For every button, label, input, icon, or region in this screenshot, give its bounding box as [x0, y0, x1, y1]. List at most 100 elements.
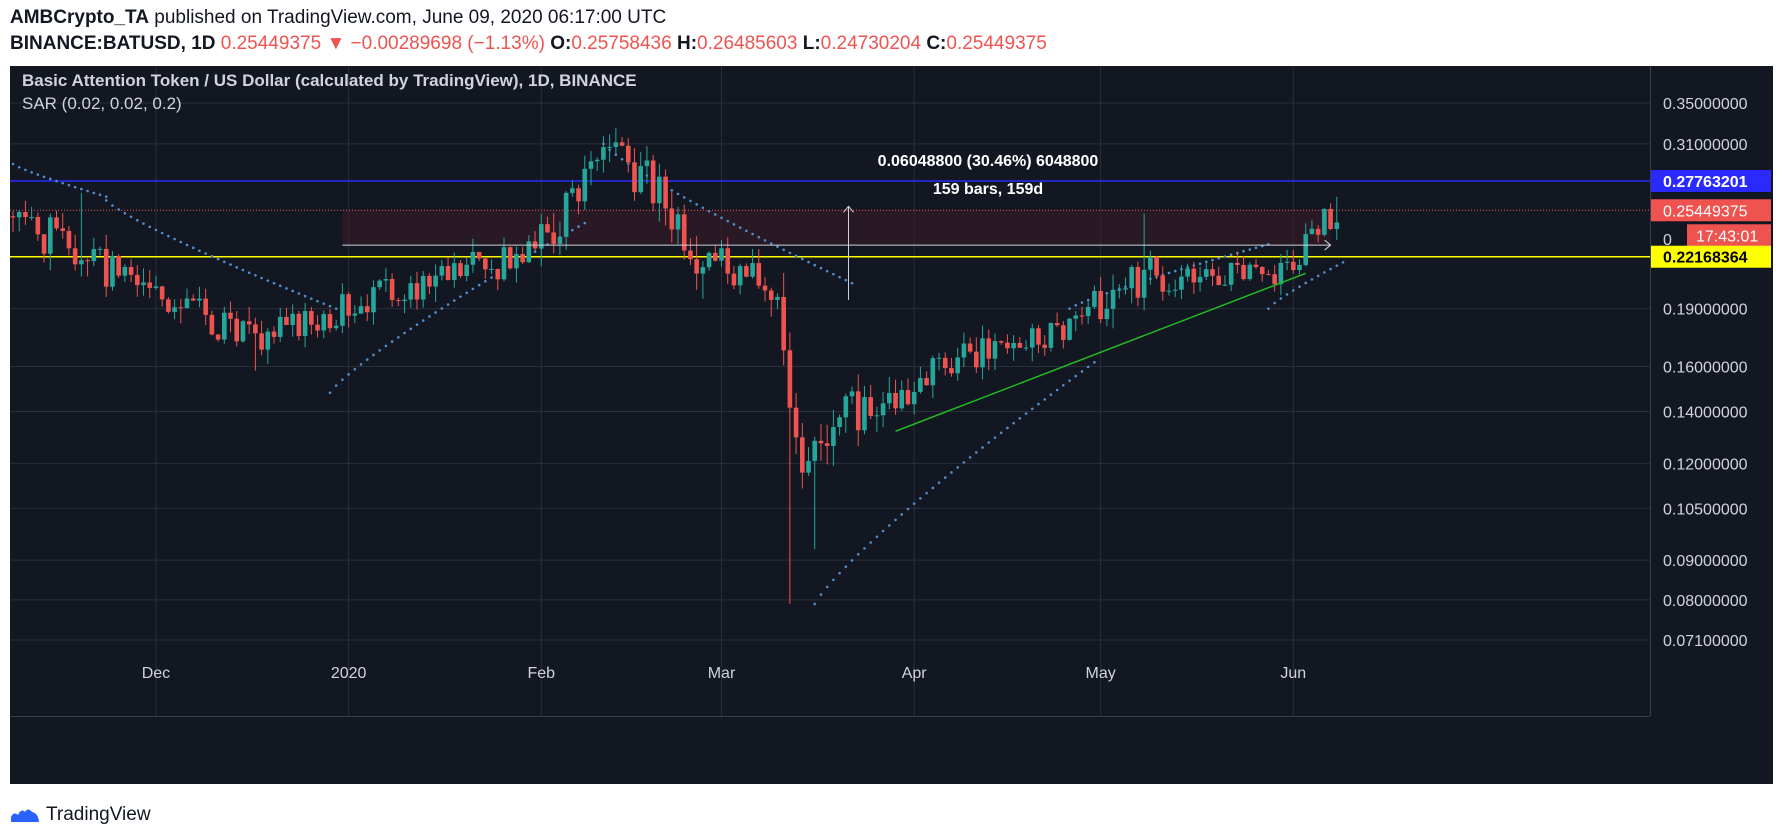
candle-body — [594, 159, 600, 162]
sar-dot — [1167, 271, 1171, 275]
chart-panel[interactable]: 0.06048800 (30.46%) 6048800 159 bars, 15… — [10, 66, 1773, 784]
candle-body — [918, 378, 923, 392]
sar-dot — [48, 177, 52, 181]
sar-dot — [1086, 298, 1090, 302]
candle-body — [23, 211, 28, 218]
sar-dot — [142, 222, 145, 225]
price-badges: 0.27763201 0.25449375 17:43:01 0 0.22168… — [1651, 169, 1771, 268]
candle-body — [1241, 264, 1246, 280]
sar-dot — [484, 280, 487, 283]
price-tick-label: 0.31000000 — [1663, 137, 1748, 154]
sar-dot — [384, 344, 388, 348]
candle-body — [837, 417, 842, 428]
candle-body — [402, 299, 407, 302]
sar-dot — [1298, 285, 1301, 288]
candles — [10, 127, 1340, 605]
candle-body — [625, 145, 631, 163]
sar-dot — [1236, 251, 1239, 255]
sar-dot — [1223, 255, 1227, 258]
sar-dot — [104, 199, 108, 202]
candle-body — [731, 273, 737, 286]
sar-dot — [80, 187, 83, 191]
candle-body — [234, 318, 240, 342]
sar-dot — [943, 476, 947, 479]
sar-dot — [825, 269, 829, 273]
sar-dot — [1291, 289, 1295, 292]
sar-dot — [1285, 293, 1289, 296]
footer-brand[interactable]: TradingView — [46, 804, 151, 825]
candle-body — [750, 263, 755, 277]
candle-body — [800, 437, 805, 473]
candle-body — [719, 248, 724, 261]
sar-dot — [832, 272, 835, 276]
tradingview-logo-icon[interactable] — [10, 806, 40, 824]
sar-dot — [98, 193, 102, 197]
candle-body — [557, 236, 563, 244]
sar-dot — [260, 276, 263, 280]
time-tick-label: Dec — [142, 665, 170, 682]
sar-dot — [1323, 271, 1326, 274]
candle-body — [1272, 274, 1277, 285]
sar-dot — [1068, 307, 1071, 310]
sar-dot — [241, 268, 245, 272]
candlestick-chart[interactable]: 0.06048800 (30.46%) 6048800 159 bars, 15… — [10, 66, 1773, 784]
grid-lines — [10, 66, 1650, 716]
candle-body — [228, 312, 233, 319]
open-value: 0.25758436 — [571, 33, 672, 54]
candle-body — [451, 263, 457, 280]
sar-dot — [428, 315, 431, 318]
sar-dot — [235, 266, 239, 269]
sar-dot — [832, 578, 835, 582]
sar-dot — [173, 237, 176, 241]
indicator-label[interactable]: SAR (0.02, 0.02, 0.2) — [22, 94, 182, 113]
sar-dot — [533, 250, 537, 253]
sar-dot — [863, 547, 866, 550]
sar-dot — [788, 251, 792, 255]
candle-body — [725, 248, 731, 274]
sar-dot — [167, 234, 170, 238]
candle-body — [85, 260, 90, 262]
ascending-trendline[interactable] — [895, 272, 1306, 432]
candle-body — [1315, 228, 1321, 235]
symbol-label: BINANCE:BATUSD, 1D — [10, 33, 216, 54]
candle-body — [700, 267, 706, 274]
candle-body — [507, 247, 513, 269]
candle-body — [66, 230, 72, 249]
sar-dot — [415, 323, 419, 326]
measure-tool[interactable]: 0.06048800 (30.46%) 6048800 159 bars, 15… — [342, 153, 1332, 300]
sar-dot — [689, 199, 692, 203]
published-text: published on TradingView.com, June 09, 2… — [154, 7, 667, 28]
measure-bars-text: 159 bars, 159d — [933, 181, 1043, 198]
price-tick-label: 0.07100000 — [1663, 633, 1748, 650]
candle-body — [632, 162, 637, 193]
sar-dot — [1062, 384, 1065, 387]
candle-body — [712, 252, 718, 261]
time-tick-label: 2020 — [331, 665, 367, 682]
time-tick-label: Apr — [902, 665, 928, 682]
last-price-badge-text: 0.25449375 — [1663, 203, 1748, 220]
candle-body — [1042, 344, 1047, 348]
sar-dot — [1248, 248, 1252, 251]
sar-dot — [154, 228, 158, 232]
price-axis[interactable]: 0.35000000 0.31000000 0.19000000 0.16000000… — [1663, 96, 1748, 650]
candle-body — [135, 274, 140, 286]
candle-body — [1179, 276, 1184, 290]
sar-dot — [1012, 421, 1015, 425]
candle-body — [321, 314, 327, 331]
sar-dot — [11, 162, 15, 166]
sar-dot — [769, 242, 773, 245]
sar-dot — [477, 283, 481, 287]
candle-body — [1148, 256, 1153, 270]
sar-dot — [726, 219, 730, 223]
candle-body — [1290, 261, 1296, 271]
candle-body — [489, 268, 494, 270]
candle-body — [1073, 315, 1079, 319]
author-name[interactable]: AMBCrypto_TA — [10, 7, 149, 28]
candle-body — [1029, 328, 1035, 348]
open-label: O: — [550, 33, 572, 54]
sar-dot — [73, 185, 77, 189]
sar-dot — [869, 541, 872, 544]
time-axis[interactable]: Dec 2020 Feb Mar Apr May Jun — [142, 665, 1306, 682]
candle-body — [570, 188, 575, 193]
candle-body — [352, 313, 358, 316]
